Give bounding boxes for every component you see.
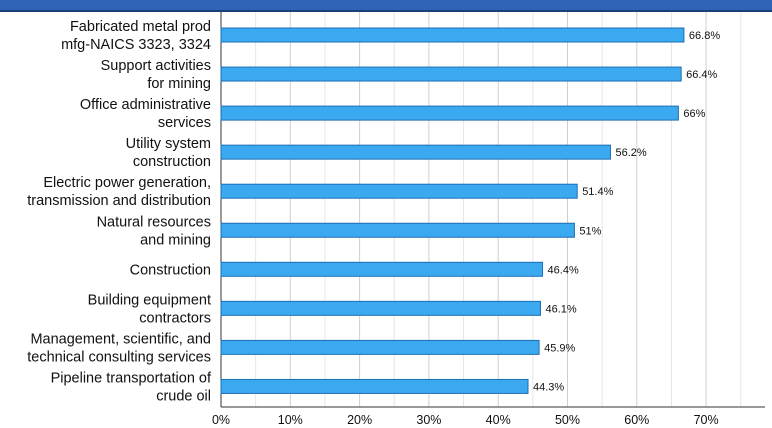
bar [220, 183, 578, 199]
bar [220, 378, 529, 394]
category-label: Utility system [126, 136, 211, 152]
category-label: Natural resources [97, 214, 211, 230]
category-label: and mining [140, 232, 211, 248]
category-label: contractors [139, 310, 211, 326]
bar-value-label: 45.9% [544, 342, 575, 354]
bar [220, 105, 679, 121]
category-label: services [158, 115, 211, 131]
bar-value-label: 66% [683, 108, 705, 120]
category-label: for mining [147, 76, 211, 92]
category-label: crude oil [156, 388, 211, 404]
bar-value-label: 56.2% [615, 147, 646, 159]
x-tick-label: 50% [555, 413, 580, 427]
x-tick-label: 20% [347, 413, 372, 427]
bar-value-label: 66.4% [686, 69, 717, 81]
bar [220, 339, 540, 355]
bar [220, 300, 541, 316]
category-label: Construction [130, 262, 211, 278]
bar-value-label: 46.1% [545, 303, 576, 315]
bar [220, 66, 682, 82]
category-label: Pipeline transportation of [51, 370, 212, 386]
x-tick-label: 60% [624, 413, 649, 427]
x-tick-label: 0% [212, 413, 230, 427]
category-label: Support activities [101, 58, 211, 74]
bar [220, 144, 611, 160]
category-label: mfg-NAICS 3323, 3324 [61, 37, 211, 53]
category-label: Office administrative [80, 97, 211, 113]
x-tick-label: 10% [278, 413, 303, 427]
x-tick-label: 30% [416, 413, 441, 427]
category-label: technical consulting services [27, 349, 211, 365]
bar [220, 27, 685, 43]
bar-value-label: 44.3% [533, 381, 564, 393]
category-label: transmission and distribution [27, 193, 211, 209]
bar [220, 261, 544, 277]
category-label: Building equipment [88, 292, 211, 308]
category-label: construction [133, 154, 211, 170]
header-band [0, 0, 772, 12]
category-label: Fabricated metal prod [70, 19, 211, 35]
bar-value-label: 46.4% [548, 264, 579, 276]
category-label: Management, scientific, and [30, 331, 211, 347]
category-label: Electric power generation, [43, 175, 211, 191]
x-tick-label: 40% [486, 413, 511, 427]
x-tick-label: 70% [694, 413, 719, 427]
bar-value-label: 66.8% [689, 30, 720, 42]
bar-value-label: 51% [579, 225, 601, 237]
bar [220, 222, 575, 238]
bar-value-label: 51.4% [582, 186, 613, 198]
